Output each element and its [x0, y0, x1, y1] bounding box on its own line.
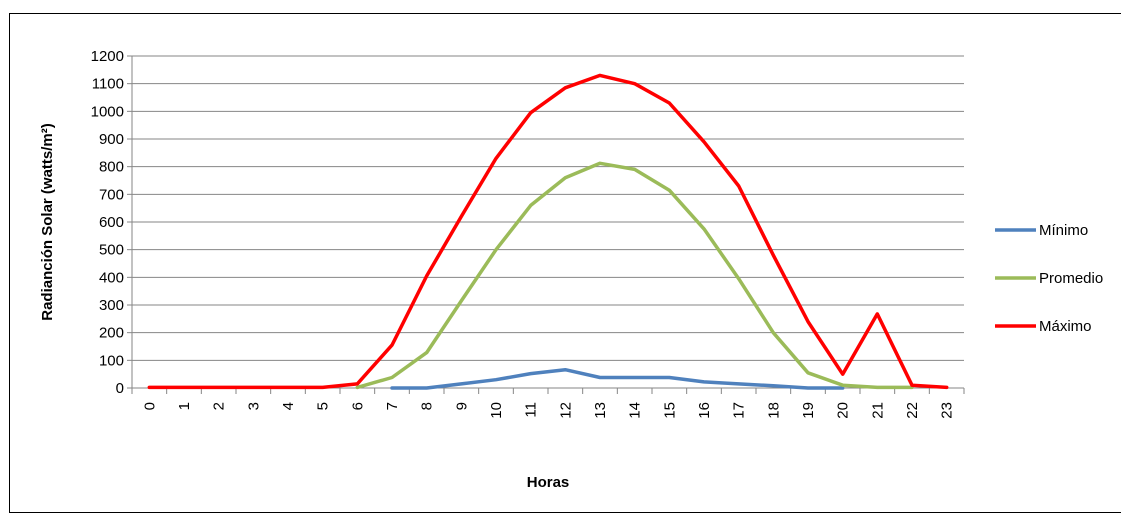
y-tick-label: 1000: [91, 103, 124, 120]
x-tick-label: 22: [904, 402, 921, 419]
series-lines: [147, 73, 949, 390]
y-tick-labels: 0 100 200 300 400 500 600 700 800 900 1000 1100 1200: [91, 48, 124, 397]
x-tick-label: 6: [349, 402, 366, 410]
legend-label: Máximo: [1039, 318, 1092, 335]
x-tick-label: 14: [627, 402, 644, 419]
y-axis-title: Radianción Solar (watts/m²): [39, 123, 56, 321]
x-axis-title: Horas: [527, 474, 570, 491]
x-tick-label: 5: [315, 402, 332, 410]
grid-lines: [132, 55, 964, 361]
series-line-promedio: [355, 161, 914, 390]
series-line-maximo: [147, 73, 949, 390]
y-tick-label: 500: [99, 242, 124, 259]
line-chart: 0100200300400500600700800900100011001200…: [39, 48, 1103, 491]
x-tick-label: 0: [141, 402, 158, 410]
x-tick-label: 17: [731, 402, 748, 419]
legend: Mínimo Promedio Máximo: [995, 222, 1103, 335]
x-tick-label: 16: [696, 402, 713, 419]
y-tick-label: 1100: [92, 76, 124, 93]
y-tick-label: 200: [99, 325, 124, 342]
x-tick-label: 7: [384, 402, 401, 410]
legend-label: Mínimo: [1039, 222, 1088, 239]
y-tick-label: 700: [99, 186, 124, 203]
legend-label: Promedio: [1039, 270, 1103, 287]
x-tick-label: 18: [765, 402, 782, 419]
x-tick-label: 8: [419, 402, 436, 410]
x-tick-label: 20: [835, 402, 852, 419]
x-tick-label: 11: [523, 402, 540, 418]
x-tick-label: 4: [280, 402, 297, 410]
y-tick-label: 300: [99, 297, 124, 314]
y-tick-label: 1200: [91, 48, 124, 65]
x-tick-label: 9: [453, 402, 470, 410]
x-tick-label: 15: [661, 402, 678, 419]
x-tick-label: 2: [211, 402, 228, 410]
x-tick-label: 12: [557, 402, 574, 419]
x-tick-label: 23: [939, 402, 956, 419]
y-tick-label: 800: [99, 159, 124, 176]
y-tick-label: 600: [99, 214, 124, 231]
x-tick-label: 1: [176, 402, 193, 410]
x-tick-label: 19: [800, 402, 817, 419]
x-tick-label: 3: [245, 402, 262, 410]
x-tick-label: 21: [869, 402, 886, 419]
x-tick-labels: 0 1 2 3 4 5 6 7 8 9 10 11 12 13 14 15 16 17 18 19 20 21 22 23: [141, 402, 955, 419]
y-tick-label: 900: [99, 131, 124, 148]
x-tick-label: 13: [592, 402, 609, 419]
y-tick-label: 0: [116, 380, 124, 397]
series-line-minimo: [390, 367, 845, 390]
axes: [127, 55, 965, 394]
x-tick-label: 10: [488, 402, 505, 419]
y-tick-label: 100: [99, 352, 124, 369]
y-tick-label: 400: [99, 269, 124, 286]
